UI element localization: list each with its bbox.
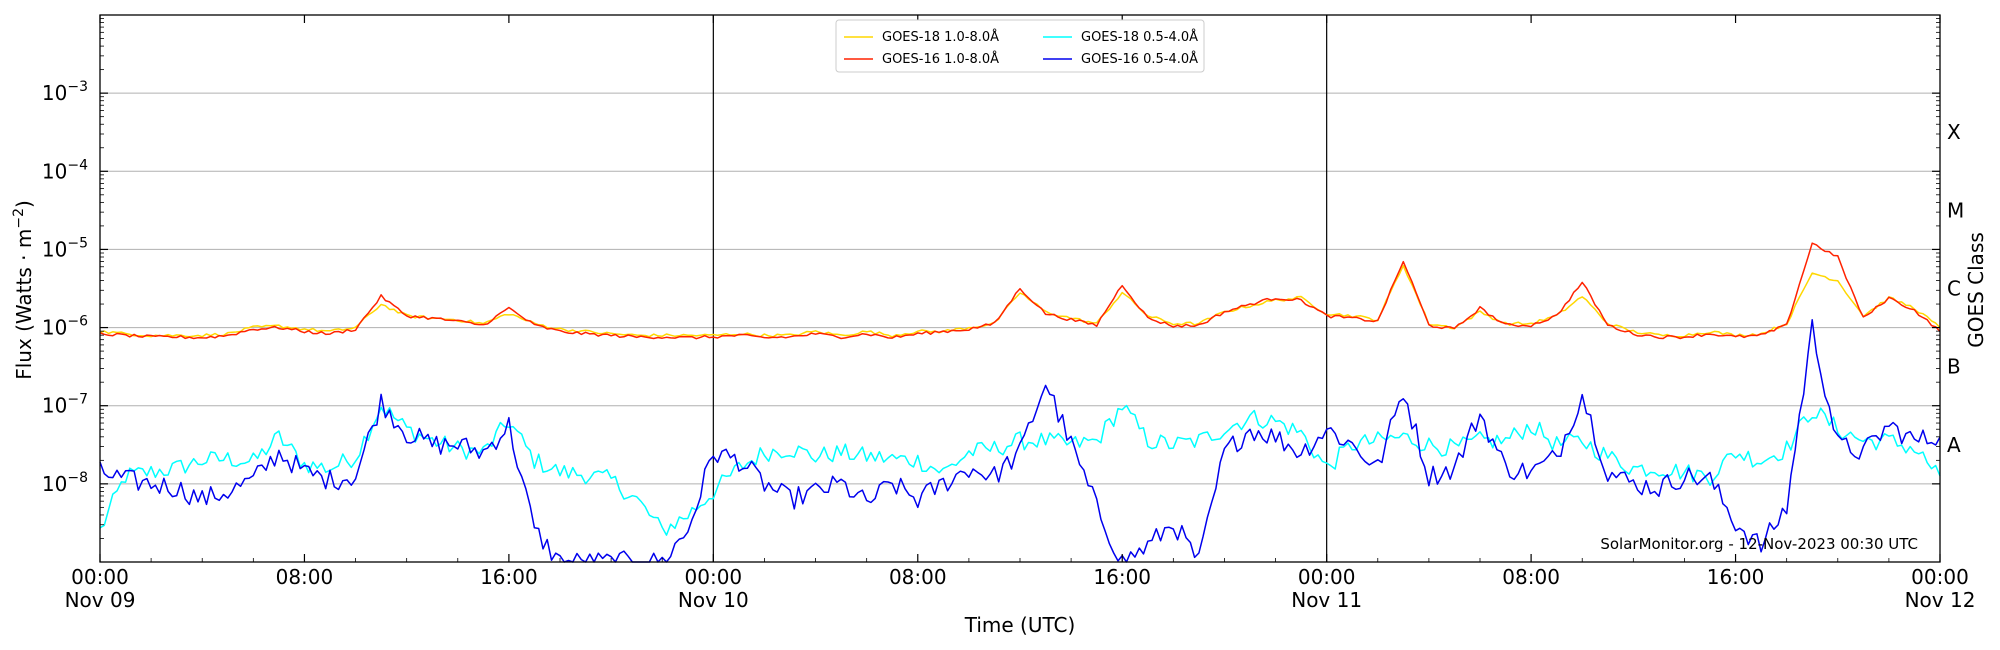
x-tick-label: 00:00 [71,565,129,589]
x-tick-date: Nov 09 [65,588,136,612]
flux-trace [99,404,1941,536]
legend-item-goes18-short: GOES-18 0.5-4.0Å [1043,29,1198,45]
svg-text:GOES-18 1.0-8.0Å: GOES-18 1.0-8.0Å [882,29,999,45]
y-tick-label: 10−3 [42,79,88,105]
goes-class-label: M [1947,198,1964,222]
legend: GOES-18 1.0-8.0Å GOES-16 1.0-8.0Å GOES-1… [835,19,1205,73]
x-tick-label: 08:00 [276,565,334,589]
x-tick-date: Nov 11 [1291,588,1362,612]
y-tick-label: 10−8 [42,470,88,496]
x-tick-date: Nov 10 [678,588,749,612]
y-axis-title: Flux (Watts · m−2) [11,200,36,380]
x-tick-label: 08:00 [889,565,947,589]
flux-trace [99,242,1941,340]
flux-trace [99,319,1941,563]
svg-text:GOES-18 0.5-4.0Å: GOES-18 0.5-4.0Å [1081,29,1198,45]
x-tick-label: 16:00 [1707,565,1765,589]
x-tick-label: 00:00 [1911,565,1969,589]
credit-text: SolarMonitor.org - 12-Nov-2023 00:30 UTC [1600,535,1918,553]
legend-item-goes18-long: GOES-18 1.0-8.0Å [844,29,999,45]
x-tick-label: 16:00 [1093,565,1151,589]
x-tick-date: Nov 12 [1905,588,1976,612]
goes-class-labels: A B C M X [1947,120,1964,457]
grid-lines [100,92,1940,485]
flux-traces [99,242,1941,563]
day-boundary-lines [712,15,1328,562]
flux-trace [99,264,1941,338]
goes-class-label: B [1947,355,1961,379]
svg-text:GOES-16 0.5-4.0Å: GOES-16 0.5-4.0Å [1081,51,1198,67]
x-tick-label: 00:00 [685,565,743,589]
y-tick-label: 10−7 [42,392,88,418]
legend-item-goes16-long: GOES-16 1.0-8.0Å [844,51,999,67]
y-tick-label: 10−4 [42,157,88,183]
x-tick-label: 16:00 [480,565,538,589]
x-tick-label: 08:00 [1502,565,1560,589]
y-tick-label: 10−5 [42,235,88,261]
svg-text:GOES-16 1.0-8.0Å: GOES-16 1.0-8.0Å [882,51,999,67]
right-axis-title: GOES Class [1964,232,1988,348]
x-axis-title: Time (UTC) [964,613,1076,637]
legend-item-goes16-short: GOES-16 0.5-4.0Å [1043,51,1198,67]
x-tick-label: 00:00 [1298,565,1356,589]
y-axis-ticks: 10−8 10−7 10−6 10−5 10−4 10−3 [42,18,1940,539]
goes-class-label: C [1947,277,1961,301]
goes-class-label: X [1947,120,1961,144]
legend-box [835,19,1205,73]
y-tick-label: 10−6 [42,314,88,340]
goes-class-label: A [1947,433,1961,457]
